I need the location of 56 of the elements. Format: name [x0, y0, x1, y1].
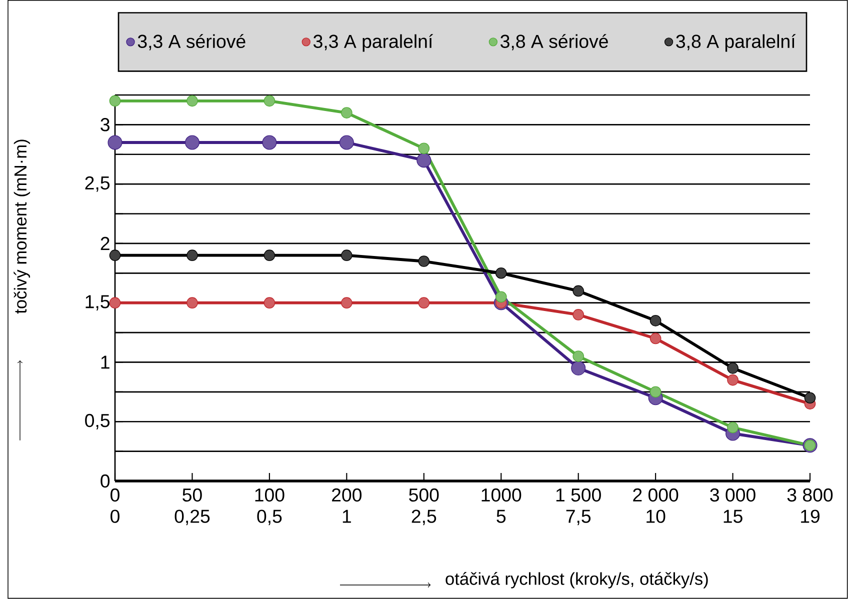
x-tick-label: 3 800 19: [787, 488, 833, 523]
point: [495, 291, 507, 303]
point: [727, 422, 738, 434]
point: [184, 135, 200, 150]
point: [186, 250, 198, 261]
y-tick-label: 1: [101, 356, 110, 369]
point: [418, 256, 430, 267]
point: [727, 374, 738, 386]
y-tick-label: 3: [100, 118, 110, 132]
y-tick-label: 1,5: [86, 295, 110, 310]
point: [416, 153, 432, 168]
legend-label: 3,8 A paralelní: [676, 34, 796, 52]
point: [264, 297, 276, 309]
legend-label: 3,3 A paralelní: [314, 34, 434, 52]
point: [339, 135, 354, 150]
y-axis-title: točivý moment (mN·m): [14, 140, 30, 314]
legend-label: 3,3 A sériové: [138, 34, 246, 50]
x-tick-label: 2 000 10: [633, 488, 678, 523]
point: [109, 95, 121, 107]
point: [341, 107, 352, 118]
y-tick-label: 2: [100, 236, 110, 250]
point: [341, 297, 352, 309]
x-tick-label: 1000 5: [482, 488, 522, 523]
point: [572, 285, 584, 297]
x-tick-label: 500 2,5: [409, 488, 439, 526]
point: [572, 350, 584, 362]
point: [262, 135, 277, 150]
x-tick-label: 0 0: [110, 488, 120, 523]
point: [264, 250, 276, 261]
x-tick-label: 100 0,5: [255, 488, 284, 526]
point: [727, 362, 738, 374]
point: [186, 297, 198, 309]
point: [264, 95, 276, 107]
point: [109, 297, 121, 309]
point: [571, 360, 586, 376]
point: [650, 314, 662, 326]
x-axis-title: otáčivá rychlost (kroky/s, otáčky/s): [446, 572, 708, 588]
point: [650, 332, 662, 344]
point: [418, 142, 430, 154]
point: [418, 297, 430, 309]
y-tick-label: 2,5: [85, 176, 110, 192]
point: [495, 267, 507, 279]
point: [186, 95, 198, 107]
point: [109, 250, 121, 261]
x-tick-label: 3 000 15: [710, 488, 756, 523]
point: [108, 135, 122, 150]
y-tick-label: 0,5: [85, 414, 110, 430]
point: [341, 250, 352, 261]
point: [572, 309, 584, 320]
x-tick-label: 200 1: [332, 488, 362, 523]
x-tick-label: 50 0,25: [174, 488, 210, 526]
point: [650, 386, 662, 398]
point: [804, 392, 816, 404]
legend-label: 3,8 A sériové: [500, 34, 608, 50]
x-tick-label: 1 500 7,5: [556, 488, 601, 526]
y-tick-label: 0: [100, 474, 110, 488]
